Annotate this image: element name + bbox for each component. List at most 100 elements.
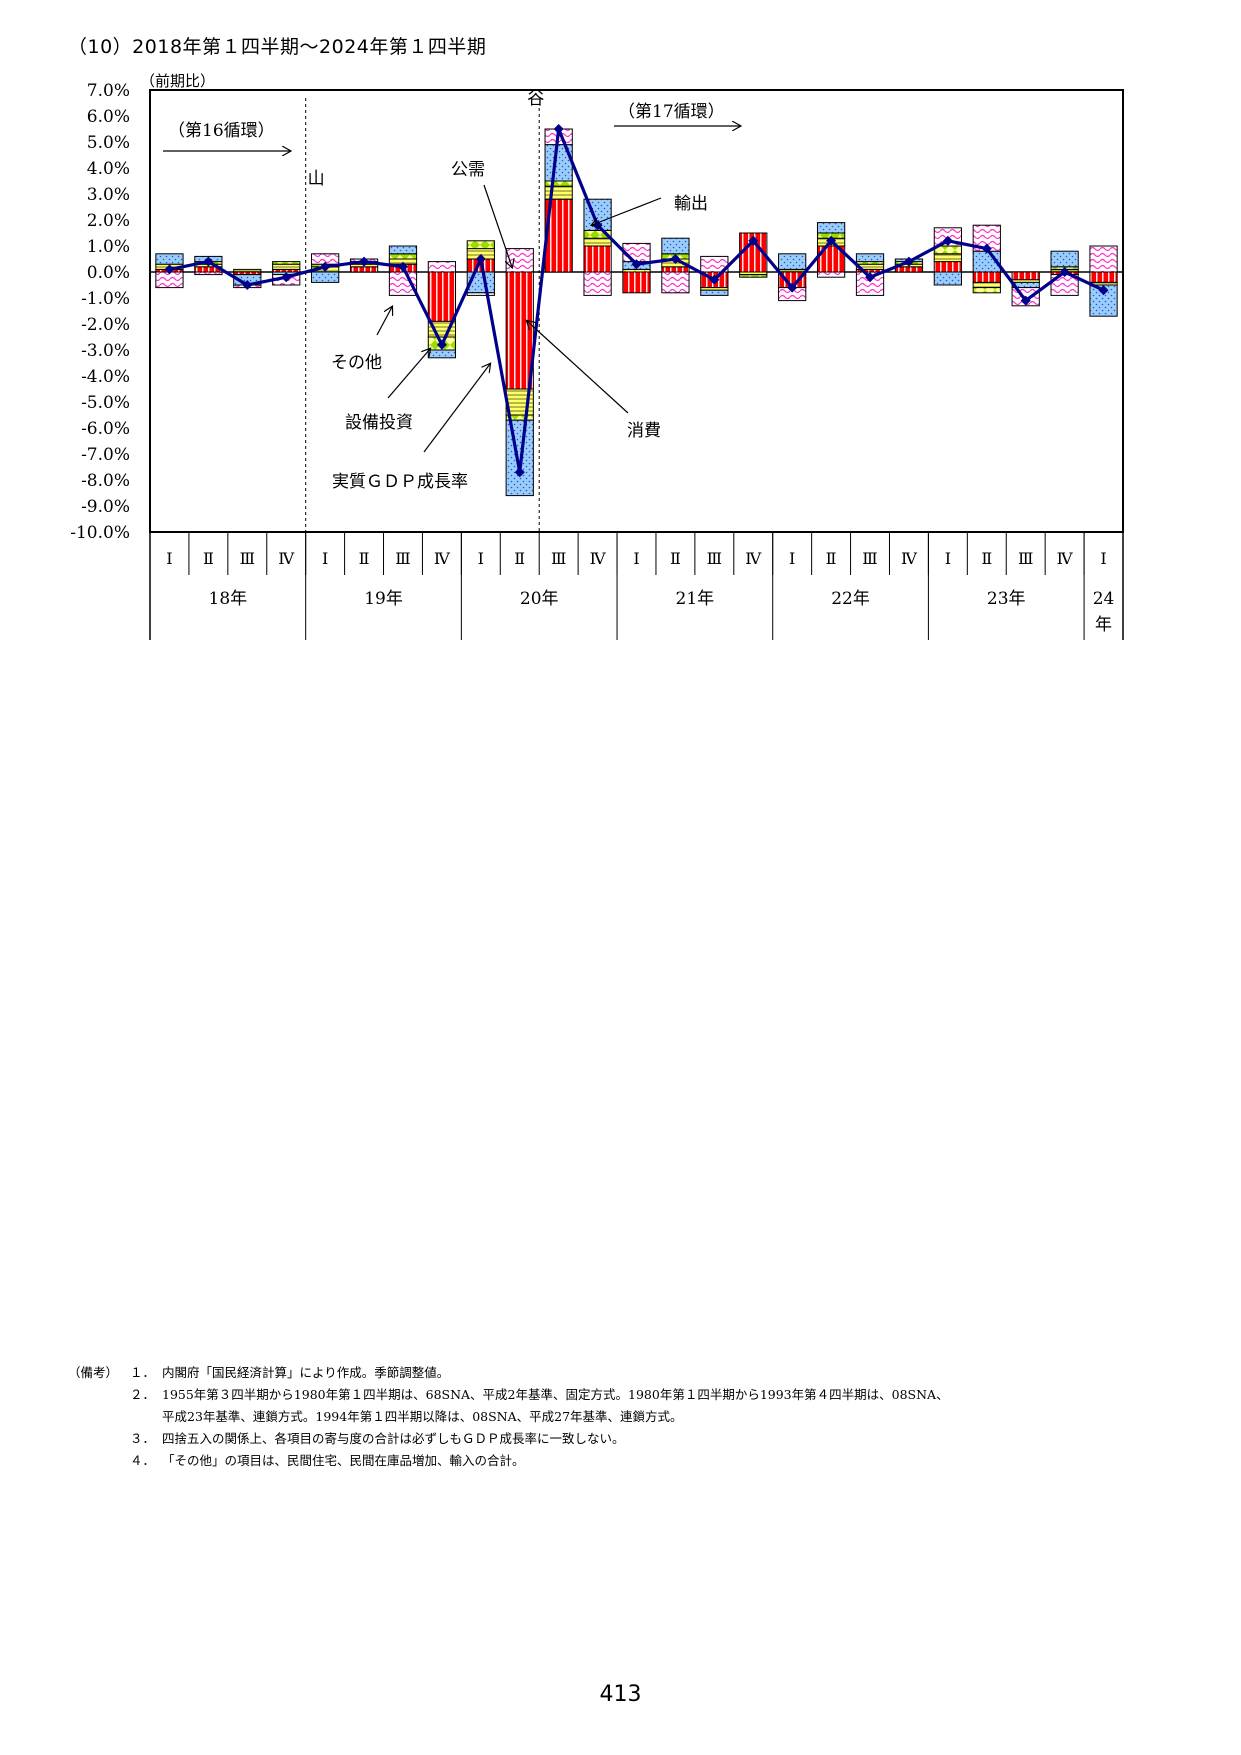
y-tick-label: -9.0% [81, 497, 130, 517]
cycle17-label: （第17循環） [618, 102, 725, 122]
y-tick-label: 4.0% [87, 159, 130, 179]
gdp-label: 実質ＧＤＰ成長率 [332, 472, 468, 492]
bar-segment-consumption [972, 271, 1001, 283]
bar-segment-exports [855, 253, 885, 263]
gdp-point [903, 256, 914, 267]
x-tick-label: Ⅳ [590, 549, 607, 568]
x-tick-label: Ⅳ [1057, 549, 1074, 568]
year-label: 23年 [987, 589, 1026, 609]
x-tick-label: Ⅳ [745, 549, 762, 568]
bar-segment-consumption [1089, 271, 1118, 283]
y-tick-label: 2.0% [87, 211, 130, 231]
bar-segment-consumption [1011, 271, 1040, 281]
y-tick-label: -1.0% [81, 289, 130, 309]
y-tick-label: 0.0% [87, 263, 130, 283]
y-tick-label: 5.0% [87, 133, 130, 153]
bar-segment-consumption [427, 271, 457, 322]
y-tick-label: -6.0% [81, 419, 130, 439]
bar-segment-consumption [933, 261, 962, 273]
bar-segment-public [388, 253, 418, 260]
x-tick-label: Ⅲ [862, 549, 877, 568]
note-text: 平成23年基準、連鎖方式。1994年第１四半期以降は、08SNA、平成27年基準… [162, 1409, 683, 1424]
x-tick-label: Ⅰ [166, 549, 172, 568]
notes-head: （備考） [68, 1365, 119, 1380]
y-tick-label: -4.0% [81, 367, 130, 387]
plot-frame [149, 89, 1124, 533]
y-tick-label: -8.0% [81, 471, 130, 491]
bar-segment-others [661, 271, 690, 294]
y-axis-unit-label: （前期比） [140, 72, 215, 90]
exports-label: 輸出 [674, 194, 708, 214]
bar-segment-others [1089, 245, 1118, 273]
notes: （備考） １． 内閣府「国民経済計算」により作成。季節調整値。 ２． 1955年第３四… [68, 1362, 949, 1472]
gdp-point [514, 467, 525, 478]
y-axis-tick-labels: 7.0% 6.0% 5.0% 4.0% 3.0% 2.0% 1.0% 0.0% -1.0% -2.… [70, 81, 130, 543]
bar-segment-others [427, 261, 457, 273]
x-tick-label: Ⅱ [514, 549, 525, 568]
y-tick-label: 6.0% [87, 107, 130, 127]
cycle-marker-bg [525, 86, 548, 108]
year-label: 19年 [364, 589, 403, 609]
x-tick-label: Ⅰ [633, 549, 639, 568]
y-tick-label: -5.0% [81, 393, 130, 413]
gdp-point [1020, 295, 1031, 306]
bar-segment-others [583, 271, 612, 296]
bar-segment-others [466, 292, 495, 296]
gdp-point [397, 261, 408, 272]
x-tick-label: Ⅰ [945, 549, 951, 568]
gdp-contribution-chart: 7.0% 6.0% 5.0% 4.0% 3.0% 2.0% 1.0% 0.0% -1.0% -2.… [70, 72, 1124, 640]
gdp-point [242, 280, 253, 290]
gdp-point [164, 264, 175, 275]
x-tick-label: Ⅲ [551, 549, 566, 568]
year-label: 18年 [209, 589, 248, 609]
bar-segment-exports [661, 237, 690, 255]
x-tick-label: Ⅱ [981, 549, 992, 568]
gdp-point [826, 235, 837, 246]
x-tick-label: Ⅲ [1018, 549, 1033, 568]
y-tick-label: -10.0% [70, 523, 130, 543]
note-text: 内閣府「国民経済計算」により作成。季節調整値。 [162, 1365, 450, 1380]
note-text: 「その他」の項目は、民間住宅、民間在庫品増加、輸入の合計。 [162, 1453, 525, 1468]
x-tick-label: Ⅲ [707, 549, 722, 568]
bar-segment-exports [816, 222, 846, 234]
gdp-point [631, 259, 642, 270]
y-tick-label: -2.0% [81, 315, 130, 335]
x-tick-label: Ⅲ [395, 549, 410, 568]
page-number: 413 [599, 1682, 642, 1707]
bar-segment-investment [972, 281, 1001, 289]
investment-label: 設備投資 [345, 413, 413, 433]
gdp-point [787, 282, 798, 293]
cycle-marker-label: 谷 [527, 89, 544, 109]
note-text: 四捨五入の関係上、各項目の寄与度の合計は必ずしもＧＤＰ成長率に一致しない。 [162, 1431, 625, 1446]
consumption-label: 消費 [627, 421, 661, 441]
bar-segment-consumption [622, 271, 651, 294]
year-label: 24 [1093, 589, 1115, 609]
y-tick-label: 7.0% [87, 81, 130, 101]
bar-segment-investment [583, 237, 612, 247]
note-number: ３． [130, 1431, 156, 1446]
gdp-point [203, 256, 214, 267]
gdp-point [748, 235, 759, 246]
cycle-marker-label: 山 [308, 169, 325, 189]
x-tick-label: Ⅱ [826, 549, 837, 568]
annotations: （第16循環） （第17循環） 公需 輸出 その他 設備投資 実質ＧＤＰ成長率 … [163, 102, 740, 492]
x-tick-label: Ⅳ [434, 549, 451, 568]
gdp-growth-line [164, 124, 1109, 478]
gdp-point [709, 274, 720, 285]
cycle-markers: 山谷 [305, 86, 548, 532]
note-text: 1955年第３四半期から1980年第１四半期は、68SNA、平成2年基準、固定方… [162, 1387, 949, 1402]
gdp-point [1059, 267, 1070, 277]
x-tick-label: Ⅰ [478, 549, 484, 568]
bar-segment-investment [272, 263, 301, 270]
x-axis-category-table: Ⅰ Ⅱ Ⅲ Ⅳ Ⅰ Ⅱ Ⅲ Ⅳ Ⅰ Ⅱ Ⅲ Ⅳ Ⅰ Ⅱ Ⅲ Ⅳ Ⅰ Ⅱ Ⅲ Ⅳ Ⅰ Ⅱ Ⅲ Ⅳ Ⅰ 18年 19年 20年 21年 22年… [149, 532, 1124, 640]
x-tick-label: Ⅱ [670, 549, 681, 568]
gdp-point [553, 124, 564, 134]
x-tick-label: Ⅰ [789, 549, 795, 568]
y-tick-label: 1.0% [87, 237, 130, 257]
gdp-point [865, 272, 876, 283]
gdp-point [359, 256, 370, 267]
bar-segment-public [544, 180, 573, 187]
note-number: ２． [130, 1387, 156, 1402]
y-tick-label: -7.0% [81, 445, 130, 465]
bar-segment-exports [933, 271, 962, 286]
